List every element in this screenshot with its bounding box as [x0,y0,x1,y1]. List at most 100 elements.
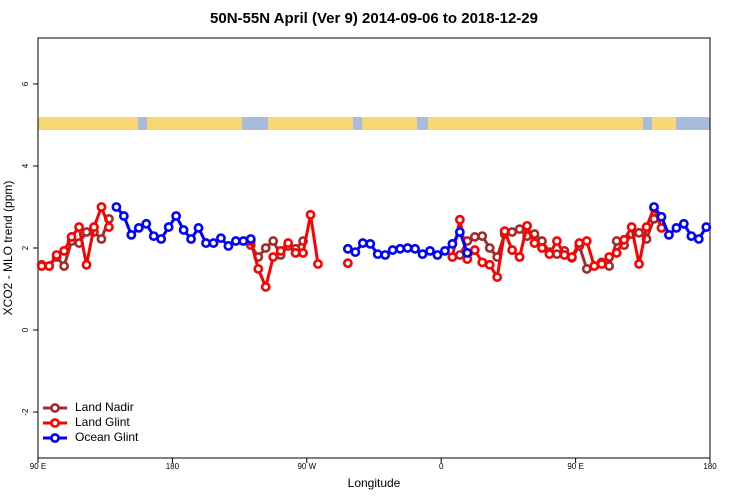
series-marker [89,222,99,232]
series-marker [522,220,532,231]
y-tick-label: 4 [21,163,30,168]
series-marker [260,282,271,292]
series-marker [693,234,704,244]
series-marker [104,222,114,232]
series-marker [566,252,577,262]
series-marker [126,229,137,240]
series-marker [507,245,518,255]
y-axis-label: XCO2 - MLO trend (ppm) [1,181,15,316]
series-marker [544,249,555,260]
y-tick-label: -2 [21,408,30,416]
series-marker [425,245,435,256]
series-marker [537,243,547,253]
series-marker [634,227,644,238]
series-marker [96,234,107,244]
series-marker [574,238,585,248]
surface-band [38,117,710,130]
series-marker [238,236,249,246]
legend-marker [50,433,60,443]
series-marker [357,238,368,248]
x-tick-label: 180 [166,462,180,471]
legend-label: Ocean Glint [75,430,139,444]
series-marker [611,248,622,258]
series-marker [447,252,458,262]
series-marker [477,231,488,242]
series-marker [619,234,630,245]
series-marker [186,234,196,244]
series-marker [111,202,122,212]
series-marker [141,218,152,229]
legend-marker [50,418,60,428]
series-marker [440,245,450,256]
series-marker [148,231,159,242]
series-marker [342,258,353,269]
series-marker [171,211,182,221]
series-marker [701,222,712,232]
y-tick-label: 2 [21,245,30,250]
series-marker [36,261,47,271]
series-marker [395,243,406,254]
series-marker [611,236,622,246]
series-marker [581,264,592,274]
series-marker [118,211,129,221]
series-marker [313,259,323,269]
series-marker [477,257,488,268]
series-marker [350,247,361,258]
series-marker [514,252,525,262]
series-marker [469,232,480,242]
series-marker [552,249,562,260]
series-marker [66,232,77,242]
series-marker [163,222,174,232]
series-marker [365,238,376,249]
series-marker [96,202,107,212]
series-marker [552,236,562,246]
series-marker [387,245,398,255]
legend-label: Land Nadir [75,400,134,414]
series-marker [671,223,682,233]
series-marker [260,243,271,253]
series-marker [454,214,465,225]
series-marker [514,224,525,235]
x-tick-label: 90 E [567,462,583,471]
series-marker [559,250,570,260]
series-marker [245,234,256,244]
series-marker [417,249,428,260]
series-marker [484,259,495,270]
series-marker [59,261,70,271]
x-tick-label: 0 [439,462,444,471]
series-marker [74,222,84,232]
series-marker [664,229,674,240]
series-marker [253,264,264,274]
series-marker [454,227,465,237]
series-marker [216,233,226,244]
series-marker [604,252,615,262]
y-tick-label: 6 [21,81,30,86]
series-marker [402,243,413,253]
series-marker [380,250,391,260]
x-tick-label: 90 E [30,462,46,471]
series-marker [283,238,294,248]
series-marker [462,248,473,258]
series-marker [596,259,607,269]
series-marker [529,238,540,248]
series-marker [432,250,443,260]
series-marker [81,259,92,270]
series-marker [581,236,592,246]
x-tick-label: 180 [703,462,717,471]
series-marker [81,227,92,237]
series-marker [201,238,211,248]
series-marker [656,211,667,222]
series-marker [44,261,55,271]
series-marker [454,250,465,260]
series-marker [410,243,420,254]
series-marker [230,236,241,246]
series-marker [268,252,279,262]
series-marker [447,238,458,249]
series-marker [589,261,600,271]
series-marker [156,234,167,244]
x-tick-label: 90 W [297,462,316,471]
series-marker [499,226,510,237]
series-marker [275,245,286,256]
series-marker [484,243,495,253]
series-marker [634,259,644,269]
